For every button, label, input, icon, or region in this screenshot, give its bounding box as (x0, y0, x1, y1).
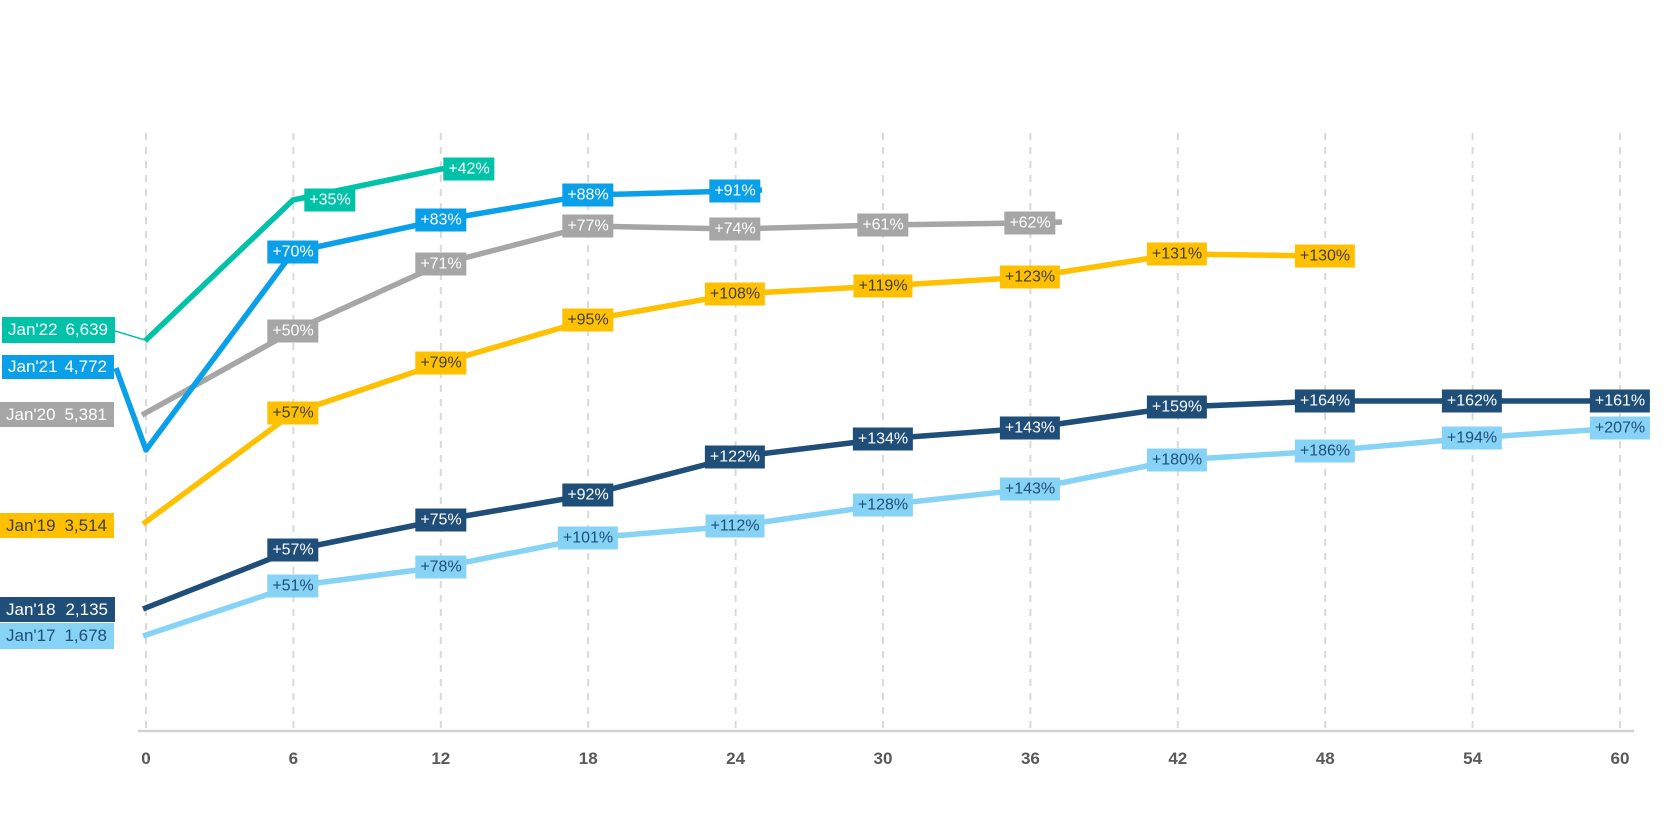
x-tick-label-0: 0 (141, 749, 150, 768)
x-tick-label-54: 54 (1463, 749, 1482, 768)
x-tick-label-24: 24 (726, 749, 745, 768)
x-tick-label-12: 12 (431, 749, 450, 768)
x-tick-label-6: 6 (289, 749, 298, 768)
series-line-Jan'22 (143, 164, 473, 343)
x-tick-label-36: 36 (1021, 749, 1040, 768)
x-tick-label-18: 18 (579, 749, 598, 768)
series-connector-Jan'22 (114, 330, 146, 341)
x-tick-label-42: 42 (1168, 749, 1187, 768)
x-tick-label-30: 30 (874, 749, 893, 768)
x-tick-label-48: 48 (1316, 749, 1335, 768)
series-line-Jan'17 (142, 423, 1651, 639)
x-tick-label-60: 60 (1611, 749, 1630, 768)
series-line-Jan'19 (141, 251, 1353, 527)
